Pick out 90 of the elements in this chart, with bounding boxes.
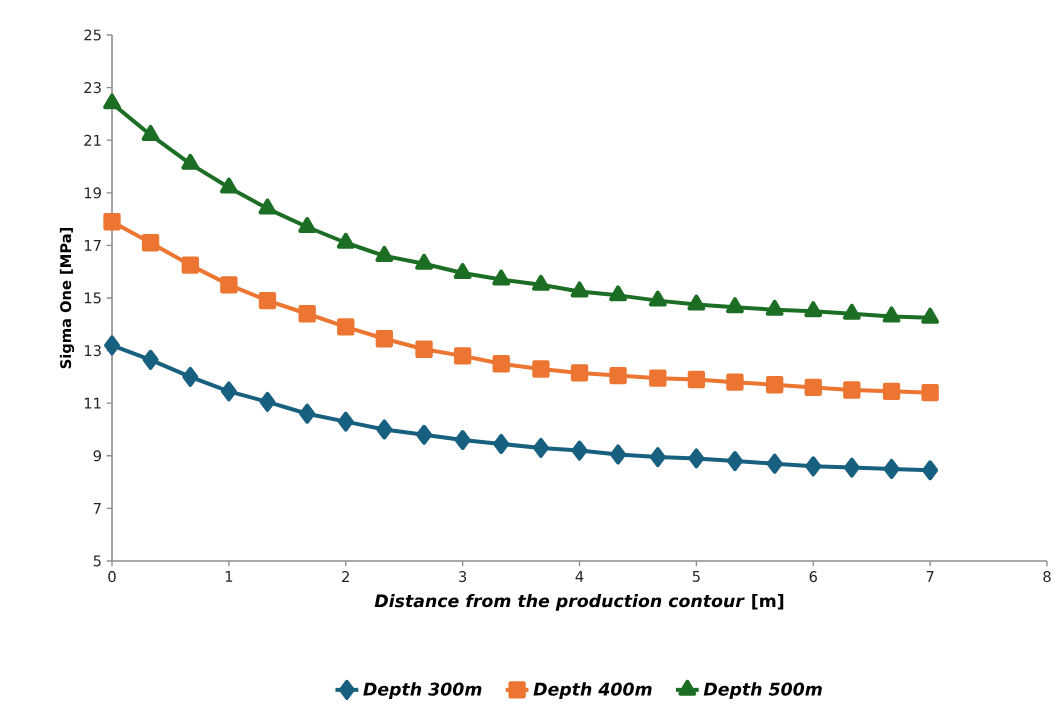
point: [103, 93, 121, 110]
y-tick-label: 15: [84, 292, 101, 304]
x-axis-title: Distance from the production contour [m]: [374, 593, 784, 611]
point: [220, 276, 238, 294]
x-tick-label: 5: [692, 571, 700, 582]
legend-label: Depth 300m: [363, 682, 482, 700]
point: [609, 366, 627, 385]
y-tick-label: 17: [84, 240, 101, 251]
point: [258, 291, 277, 310]
point: [571, 440, 588, 461]
point: [181, 153, 200, 170]
y-tick-label: 5: [93, 555, 101, 567]
point: [415, 340, 433, 358]
point: [493, 433, 510, 454]
x-tick-label: 0: [108, 571, 116, 583]
y-tick-label: 7: [93, 503, 101, 514]
point: [258, 198, 277, 215]
point: [142, 349, 159, 370]
point: [922, 460, 939, 481]
point: [337, 318, 355, 336]
point: [104, 335, 121, 356]
point: [609, 285, 627, 302]
point: [220, 381, 237, 402]
point: [416, 424, 433, 445]
y-axis-title: Sigma One [MPa]: [59, 227, 75, 369]
x-tick-label: 2: [342, 571, 349, 582]
point: [921, 307, 940, 324]
point: [648, 290, 667, 307]
point: [454, 430, 471, 451]
point: [687, 294, 706, 311]
point: [141, 234, 160, 252]
point: [298, 216, 317, 233]
point: [765, 299, 784, 316]
x-tick-label: 7: [926, 571, 934, 582]
point: [181, 256, 199, 274]
x-tick-label: 3: [459, 571, 467, 583]
point: [337, 411, 354, 432]
point: [921, 384, 939, 402]
point: [453, 347, 472, 365]
point: [726, 297, 744, 314]
point: [375, 245, 394, 262]
point: [687, 370, 706, 389]
x-tick-label: 4: [575, 571, 584, 582]
point: [842, 303, 861, 320]
y-tick-label: 21: [84, 134, 101, 146]
point: [882, 306, 901, 323]
point: [570, 281, 589, 298]
legend-label: Depth 400m: [533, 682, 652, 700]
point: [532, 360, 550, 378]
point: [726, 451, 743, 472]
point: [805, 456, 822, 477]
point: [843, 457, 860, 478]
point: [688, 448, 705, 469]
point: [883, 458, 900, 479]
point: [492, 355, 510, 373]
point: [649, 447, 666, 468]
y-tick-label: 23: [84, 82, 101, 94]
point: [415, 253, 433, 270]
x-tick-label: 6: [809, 571, 817, 583]
legend-label: Depth 500m: [703, 682, 822, 700]
y-tick-label: 11: [84, 397, 101, 409]
point: [610, 444, 627, 465]
point: [532, 274, 550, 291]
point: [649, 369, 667, 387]
y-tick-label: 13: [84, 345, 101, 357]
point: [766, 453, 783, 474]
point: [336, 232, 355, 249]
point: [882, 382, 901, 401]
point: [376, 419, 393, 440]
x-tick-label: 8: [1043, 571, 1051, 583]
point: [141, 124, 160, 141]
point: [299, 403, 316, 424]
y-tick-label: 25: [84, 29, 101, 41]
point: [375, 330, 393, 348]
point: [843, 381, 861, 399]
point: [804, 301, 823, 318]
point: [182, 366, 199, 387]
point: [298, 305, 316, 323]
point: [219, 177, 238, 194]
point: [726, 373, 744, 391]
y-tick-label: 19: [84, 187, 101, 199]
y-tick-label: 9: [93, 450, 101, 462]
x-tick-label: 1: [225, 571, 233, 582]
point: [570, 364, 589, 382]
point: [766, 376, 784, 394]
point: [492, 269, 511, 286]
point: [804, 378, 822, 397]
point: [532, 437, 549, 458]
point: [453, 263, 472, 280]
point: [259, 391, 276, 412]
